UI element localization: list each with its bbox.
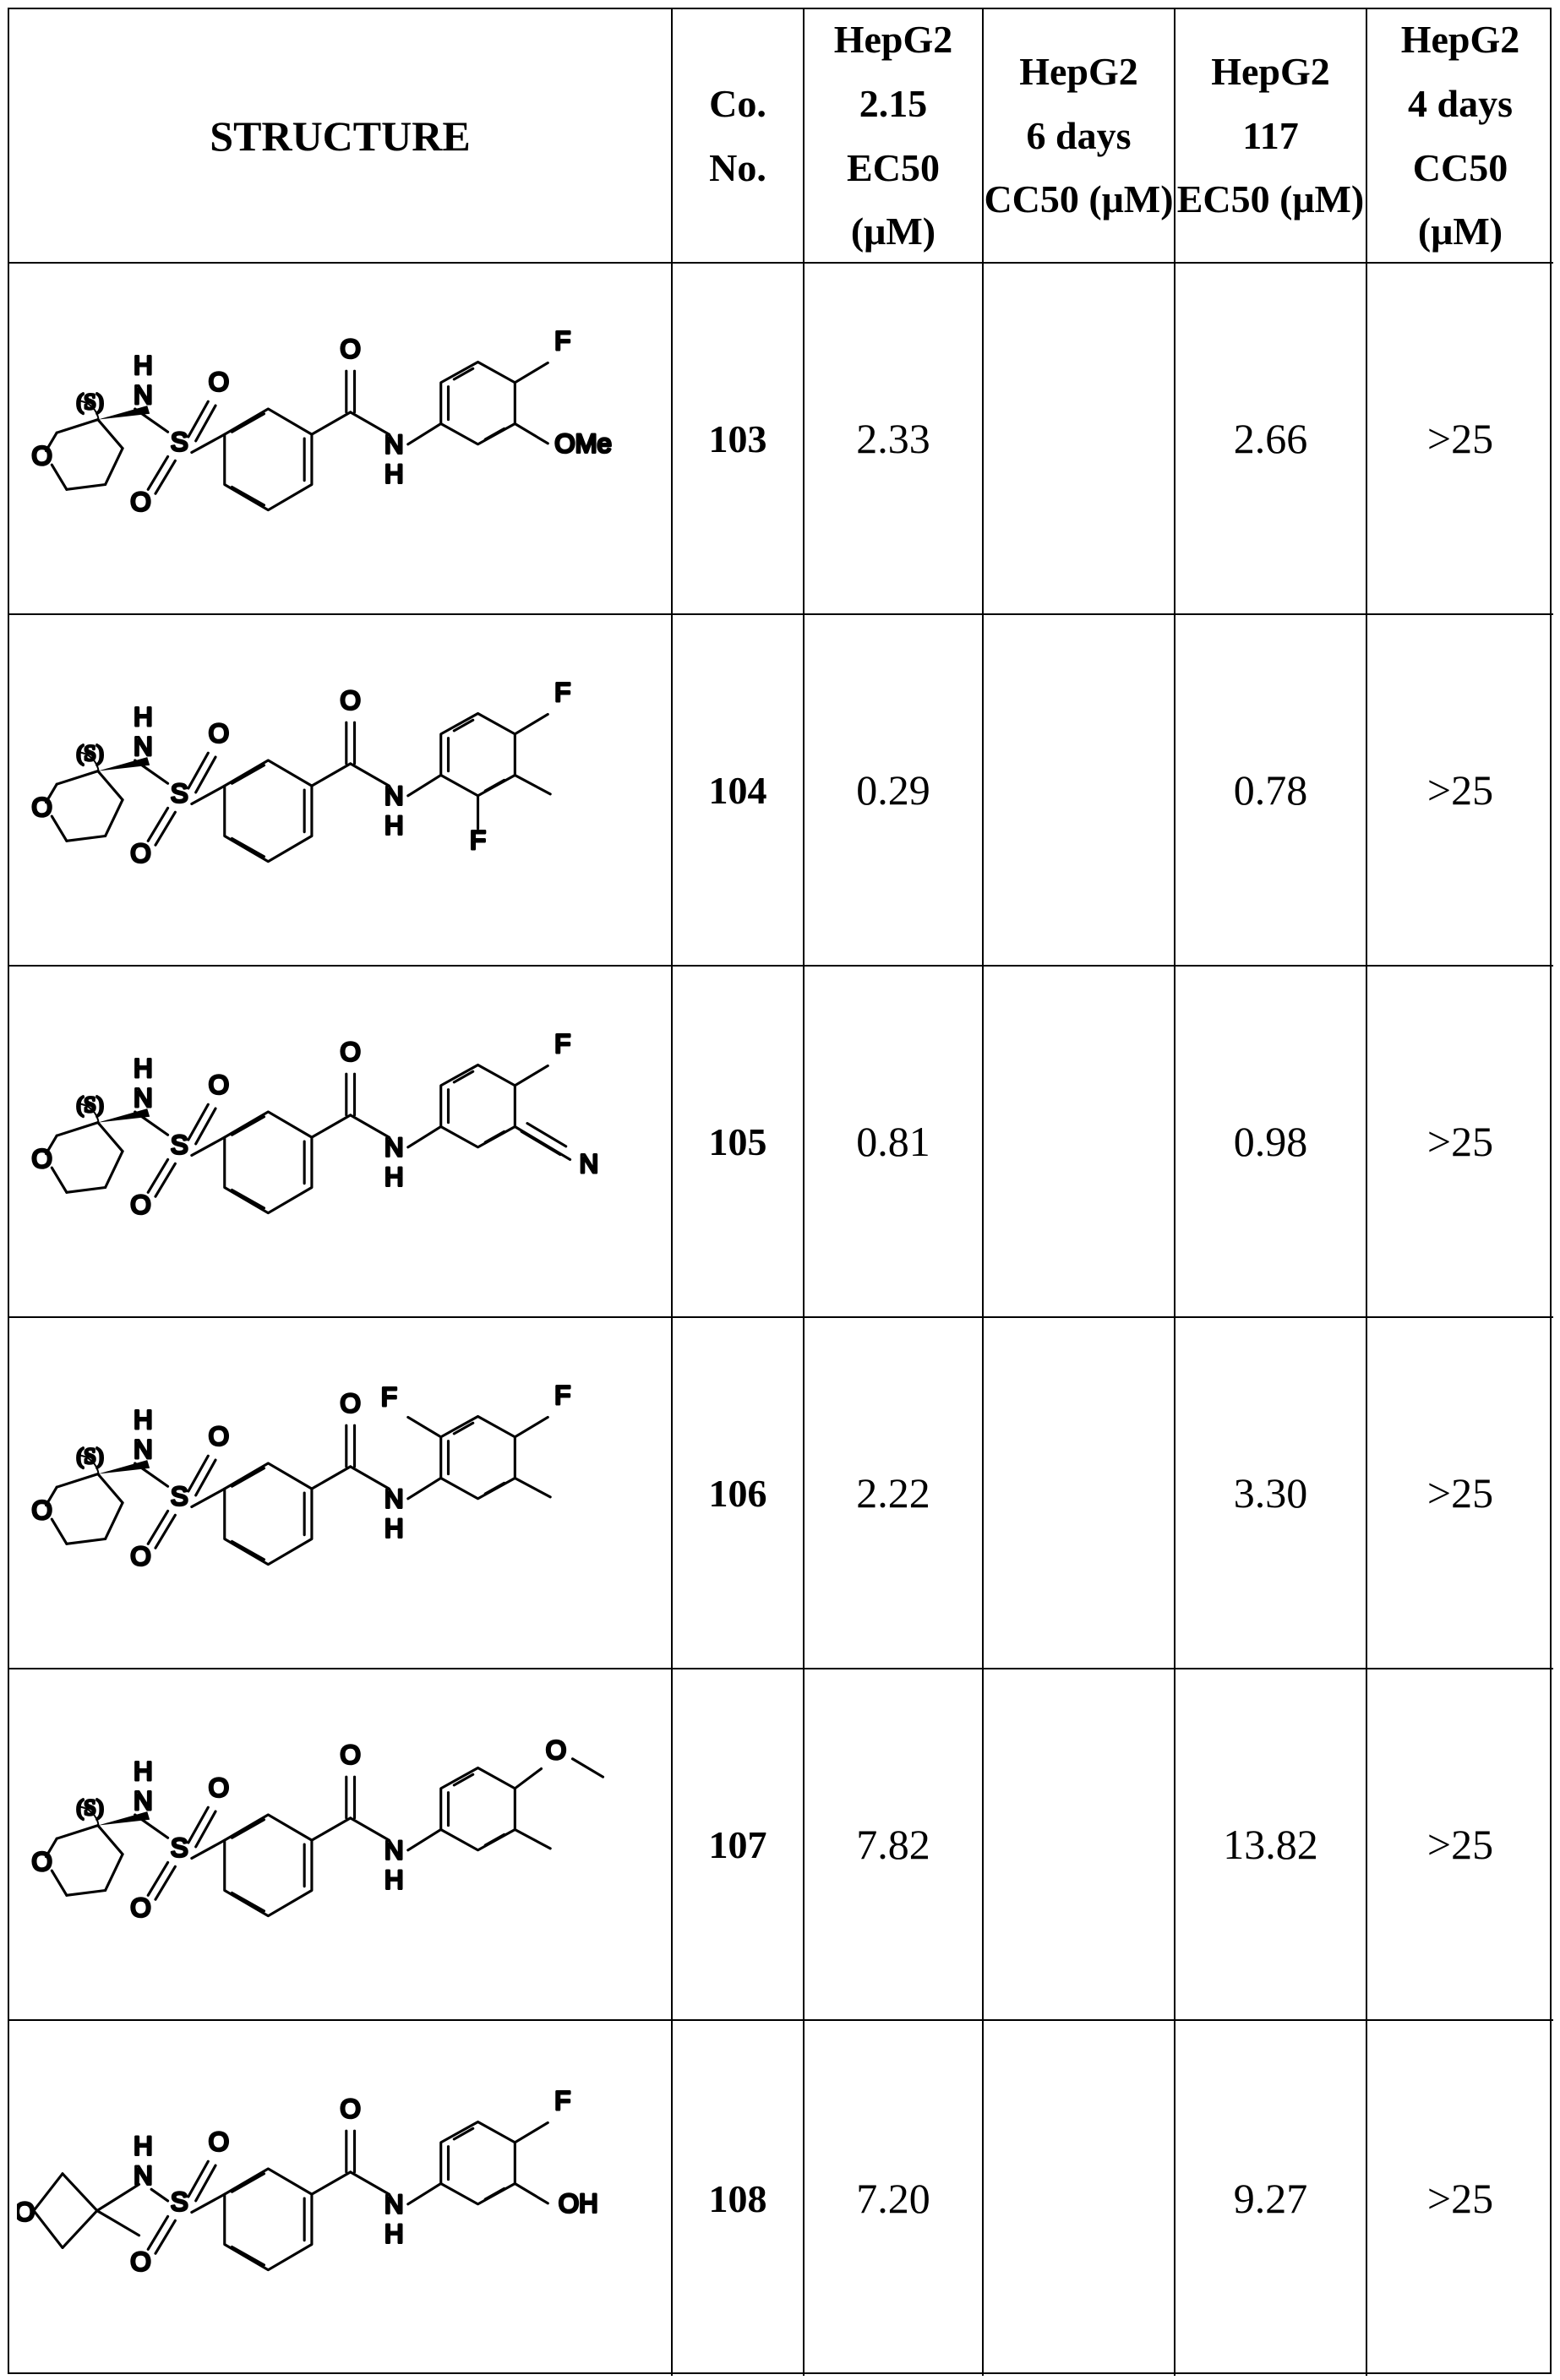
svg-text:O: O xyxy=(32,792,52,822)
svg-text:N: N xyxy=(134,2160,152,2190)
svg-text:S: S xyxy=(171,1833,188,1863)
svg-text:F: F xyxy=(554,326,570,356)
svg-text:O: O xyxy=(130,1190,150,1220)
svg-text:N: N xyxy=(385,1836,403,1865)
svg-text:H: H xyxy=(134,2131,152,2160)
svg-text:N: N xyxy=(134,1083,152,1113)
svg-text:N: N xyxy=(134,1786,152,1816)
svg-text:F: F xyxy=(554,2086,570,2116)
svg-text:F: F xyxy=(554,1381,570,1410)
svg-text:OMe: OMe xyxy=(554,429,611,459)
svg-text:N: N xyxy=(580,1149,598,1179)
svg-text:H: H xyxy=(134,1054,152,1083)
svg-text:H: H xyxy=(385,2219,403,2249)
svg-text:O: O xyxy=(32,1847,52,1876)
svg-text:O: O xyxy=(32,1495,52,1525)
svg-text:(S): (S) xyxy=(77,741,104,765)
svg-text:O: O xyxy=(341,335,361,364)
svg-text:F: F xyxy=(554,678,570,707)
svg-text:N: N xyxy=(134,380,152,410)
svg-text:(S): (S) xyxy=(77,1092,104,1117)
svg-text:H: H xyxy=(134,351,152,380)
svg-text:S: S xyxy=(171,2187,188,2217)
svg-text:N: N xyxy=(385,430,403,460)
svg-text:H: H xyxy=(134,1405,152,1435)
svg-text:O: O xyxy=(341,1740,361,1770)
svg-text:N: N xyxy=(385,2190,403,2219)
svg-text:N: N xyxy=(134,1435,152,1464)
svg-text:N: N xyxy=(385,782,403,811)
svg-text:O: O xyxy=(209,719,229,749)
svg-text:O: O xyxy=(341,686,361,716)
svg-text:O: O xyxy=(130,2247,150,2277)
svg-text:O: O xyxy=(130,839,150,869)
svg-text:O: O xyxy=(130,1542,150,1571)
svg-text:O: O xyxy=(209,1773,229,1803)
svg-text:O: O xyxy=(130,1893,150,1923)
svg-text:O: O xyxy=(32,441,52,471)
svg-text:H: H xyxy=(385,1163,403,1192)
svg-text:OH: OH xyxy=(559,2189,598,2219)
svg-text:N: N xyxy=(134,732,152,761)
svg-text:O: O xyxy=(209,1070,229,1100)
svg-text:F: F xyxy=(381,1382,397,1412)
svg-text:F: F xyxy=(554,1029,570,1059)
svg-text:H: H xyxy=(385,1514,403,1544)
svg-text:(S): (S) xyxy=(77,1795,104,1820)
svg-text:(S): (S) xyxy=(77,389,104,414)
svg-text:O: O xyxy=(209,2127,229,2157)
svg-text:H: H xyxy=(385,1865,403,1895)
svg-text:O: O xyxy=(209,1422,229,1451)
svg-text:N: N xyxy=(385,1133,403,1163)
svg-text:O: O xyxy=(130,487,150,517)
svg-text:S: S xyxy=(171,779,188,809)
svg-text:H: H xyxy=(134,702,152,732)
svg-text:O: O xyxy=(209,368,229,397)
svg-text:O: O xyxy=(341,1389,361,1419)
svg-text:O: O xyxy=(32,1144,52,1174)
svg-text:O: O xyxy=(546,1735,566,1765)
svg-text:H: H xyxy=(134,1756,152,1786)
svg-text:F: F xyxy=(470,825,486,855)
svg-text:O: O xyxy=(341,1038,361,1067)
svg-text:S: S xyxy=(171,1130,188,1160)
svg-text:O: O xyxy=(341,2094,361,2124)
svg-text:H: H xyxy=(385,811,403,841)
svg-text:N: N xyxy=(385,1484,403,1514)
svg-text:S: S xyxy=(171,428,188,457)
svg-text:O: O xyxy=(17,2197,35,2226)
svg-text:(S): (S) xyxy=(77,1444,104,1468)
svg-text:H: H xyxy=(385,460,403,489)
svg-text:S: S xyxy=(171,1482,188,1511)
